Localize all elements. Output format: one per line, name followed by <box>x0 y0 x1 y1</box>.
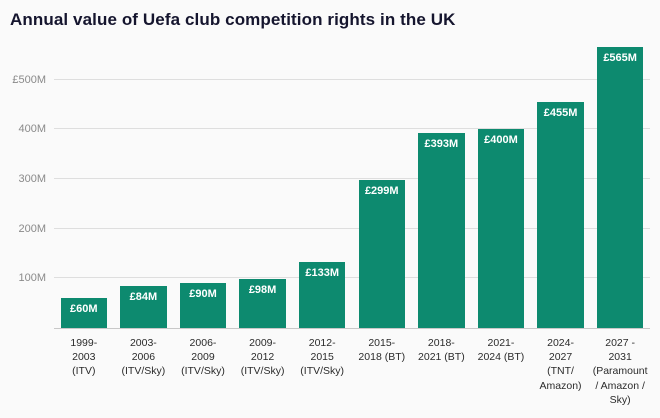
gridline <box>54 128 650 130</box>
y-axis-tick-label: £500M <box>12 73 46 86</box>
x-axis-label: 2018- 2021 (BT) <box>418 337 465 364</box>
plot-area: 100M 200M 300M 400M £500M £60M £84M £90M £98M £13… <box>12 40 650 329</box>
y-axis-tick-label: 100M <box>18 272 46 285</box>
bar-column: £90M <box>173 40 233 328</box>
bar: £393M <box>418 132 465 328</box>
bar-value-label: £393M <box>424 137 459 150</box>
bar: £98M <box>239 279 286 328</box>
x-axis-label: 2003- 2006 (ITV/Sky) <box>121 337 166 378</box>
chart-title: Annual value of Uefa club competition ri… <box>10 10 456 29</box>
bar: £455M <box>537 102 584 328</box>
bar-column: £565M <box>590 40 650 328</box>
bar-column: £400M <box>471 40 531 328</box>
bar-column: £84M <box>114 40 174 328</box>
bar-value-label: £90M <box>189 288 217 301</box>
bar-column: £133M <box>292 40 352 328</box>
bar: £60M <box>60 298 108 328</box>
chart-area: 100M 200M 300M 400M £500M £60M £84M £90M £98M £13… <box>12 40 650 407</box>
bar: £84M <box>120 286 167 328</box>
x-axis-label: 2006- 2009 (ITV/Sky) <box>181 337 225 378</box>
gridline <box>54 78 650 80</box>
x-axis-label: 2027 -2031 (Paramount / Amazon / Sky) <box>592 337 648 406</box>
x-axis-label: 1999- 2003 (ITV) <box>70 337 98 378</box>
bar-column: £98M <box>233 40 293 328</box>
bar: £565M <box>596 47 644 328</box>
bar-column: £299M <box>352 40 412 328</box>
bar-value-label: £133M <box>305 266 339 279</box>
bar: £299M <box>358 179 405 328</box>
bar-value-label: £565M <box>603 52 637 65</box>
bar-value-label: £299M <box>364 184 399 197</box>
gridline <box>54 227 650 229</box>
bar-value-label: £84M <box>129 291 158 304</box>
x-axis-label: 2009- 2012 (ITV/Sky) <box>240 337 285 378</box>
gridline <box>54 178 650 180</box>
bar-value-label: £455M <box>543 107 578 120</box>
bar: £90M <box>179 283 227 328</box>
x-axis-label: 2024- 2027 (TNT/Amazon) <box>539 337 582 392</box>
gridline <box>54 277 650 279</box>
bar-column: £393M <box>412 40 472 328</box>
bar: £133M <box>298 261 346 328</box>
bar: £400M <box>477 129 525 328</box>
x-axis-label: 2021- 2024 (BT) <box>477 337 525 364</box>
x-axis-labels: 1999- 2003 (ITV) 2003- 2006 (ITV/Sky) 2006- 200… <box>54 329 650 407</box>
y-axis-tick-label: 400M <box>18 123 46 136</box>
bar-value-label: £60M <box>70 303 98 316</box>
bar-value-label: £400M <box>484 134 518 147</box>
bar-value-label: £98M <box>248 284 277 297</box>
bars-container: £60M £84M £90M £98M £133M £299M £393M £400M £455… <box>54 40 650 328</box>
y-axis-tick-label: 300M <box>18 173 46 186</box>
x-axis-label: 2012- 2015 (ITV/Sky) <box>300 337 345 378</box>
bar-column: £60M <box>54 40 114 328</box>
x-axis-label: 2015- 2018 (BT) <box>358 337 406 364</box>
y-axis-tick-label: 200M <box>18 222 46 235</box>
bar-column: £455M <box>531 40 591 328</box>
